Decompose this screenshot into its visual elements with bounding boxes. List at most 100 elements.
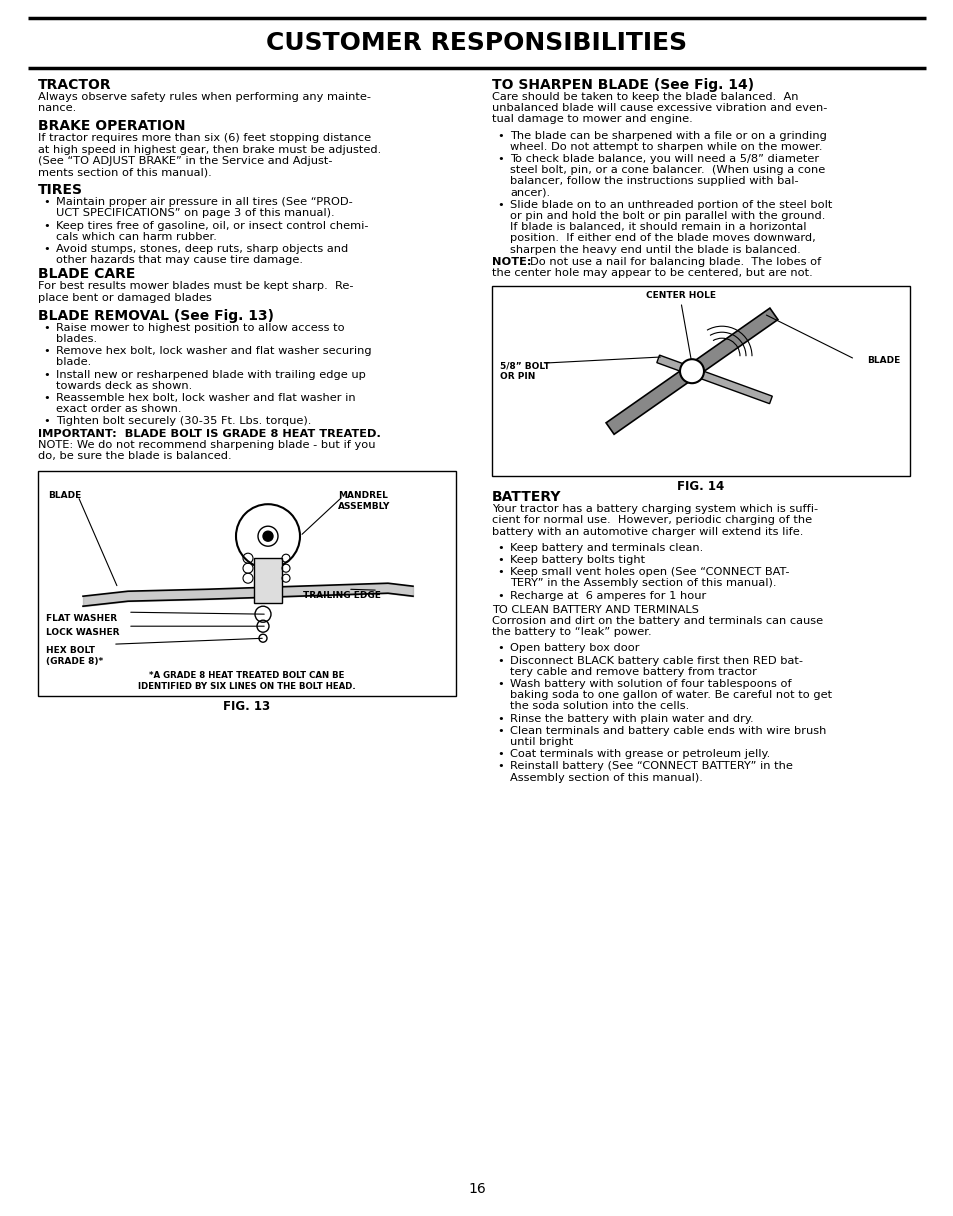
Text: For best results mower blades must be kept sharp.  Re-: For best results mower blades must be ke…: [38, 281, 354, 292]
Text: •: •: [43, 197, 50, 207]
Text: •: •: [43, 393, 50, 402]
Text: TRACTOR: TRACTOR: [38, 78, 112, 92]
Text: the soda solution into the cells.: the soda solution into the cells.: [510, 702, 688, 711]
Text: Disconnect BLACK battery cable first then RED bat-: Disconnect BLACK battery cable first the…: [510, 655, 802, 665]
Text: NOTE:: NOTE:: [492, 257, 531, 266]
Text: •: •: [43, 370, 50, 379]
Polygon shape: [605, 308, 777, 434]
Text: BRAKE OPERATION: BRAKE OPERATION: [38, 119, 185, 134]
Text: HEX BOLT
(GRADE 8)*: HEX BOLT (GRADE 8)*: [46, 646, 103, 665]
Text: Raise mower to highest position to allow access to: Raise mower to highest position to allow…: [56, 322, 344, 333]
Text: FIG. 13: FIG. 13: [223, 700, 271, 714]
Text: until bright: until bright: [510, 737, 573, 747]
Text: •: •: [497, 130, 503, 141]
Text: cient for normal use.  However, periodic charging of the: cient for normal use. However, periodic …: [492, 516, 811, 525]
Text: BLADE REMOVAL (See Fig. 13): BLADE REMOVAL (See Fig. 13): [38, 309, 274, 322]
Bar: [492, 286, 909, 477]
Text: Keep battery bolts tight: Keep battery bolts tight: [510, 554, 644, 565]
Circle shape: [263, 531, 273, 541]
Text: •: •: [43, 347, 50, 356]
Text: •: •: [497, 643, 503, 653]
Bar: [38, 472, 456, 697]
Text: Recharge at  6 amperes for 1 hour: Recharge at 6 amperes for 1 hour: [510, 591, 705, 601]
Text: CENTER HOLE: CENTER HOLE: [645, 291, 716, 300]
Text: Open battery box door: Open battery box door: [510, 643, 639, 653]
Text: Do not use a nail for balancing blade.  The lobes of: Do not use a nail for balancing blade. T…: [530, 257, 821, 266]
Text: •: •: [497, 679, 503, 689]
Text: 16: 16: [468, 1182, 485, 1197]
Text: Keep small vent holes open (See “CONNECT BAT-: Keep small vent holes open (See “CONNECT…: [510, 567, 789, 578]
Text: TO SHARPEN BLADE (See Fig. 14): TO SHARPEN BLADE (See Fig. 14): [492, 78, 753, 92]
Text: •: •: [497, 199, 503, 210]
Text: battery with an automotive charger will extend its life.: battery with an automotive charger will …: [492, 527, 802, 536]
Text: BLADE: BLADE: [48, 491, 81, 500]
Text: position.  If either end of the blade moves downward,: position. If either end of the blade mov…: [510, 233, 815, 243]
Text: •: •: [43, 322, 50, 333]
Text: TIRES: TIRES: [38, 184, 83, 197]
Text: •: •: [497, 567, 503, 578]
Text: Remove hex bolt, lock washer and flat washer securing: Remove hex bolt, lock washer and flat wa…: [56, 347, 372, 356]
Text: *A GRADE 8 HEAT TREATED BOLT CAN BE
IDENTIFIED BY SIX LINES ON THE BOLT HEAD.: *A GRADE 8 HEAT TREATED BOLT CAN BE IDEN…: [138, 671, 355, 691]
Circle shape: [679, 359, 703, 383]
Text: •: •: [43, 416, 50, 427]
Text: Rinse the battery with plain water and dry.: Rinse the battery with plain water and d…: [510, 714, 753, 724]
Text: If blade is balanced, it should remain in a horizontal: If blade is balanced, it should remain i…: [510, 223, 805, 232]
Text: Always observe safety rules when performing any mainte-: Always observe safety rules when perform…: [38, 92, 371, 102]
Text: tery cable and remove battery from tractor: tery cable and remove battery from tract…: [510, 666, 756, 677]
Text: •: •: [497, 655, 503, 665]
Text: •: •: [497, 154, 503, 164]
Text: TO CLEAN BATTERY AND TERMINALS: TO CLEAN BATTERY AND TERMINALS: [492, 604, 699, 615]
Text: Clean terminals and battery cable ends with wire brush: Clean terminals and battery cable ends w…: [510, 726, 825, 736]
Text: BLADE: BLADE: [866, 356, 899, 365]
Polygon shape: [656, 355, 772, 404]
Text: wheel. Do not attempt to sharpen while on the mower.: wheel. Do not attempt to sharpen while o…: [510, 142, 821, 152]
Text: at high speed in highest gear, then brake must be adjusted.: at high speed in highest gear, then brak…: [38, 145, 381, 154]
Text: or pin and hold the bolt or pin parallel with the ground.: or pin and hold the bolt or pin parallel…: [510, 212, 824, 221]
Text: Assembly section of this manual).: Assembly section of this manual).: [510, 772, 702, 783]
Text: BLADE CARE: BLADE CARE: [38, 268, 135, 281]
Text: place bent or damaged blades: place bent or damaged blades: [38, 293, 212, 303]
Text: Your tractor has a battery charging system which is suffi-: Your tractor has a battery charging syst…: [492, 505, 818, 514]
Text: •: •: [497, 761, 503, 771]
Text: the center hole may appear to be centered, but are not.: the center hole may appear to be centere…: [492, 268, 812, 278]
Text: Reassemble hex bolt, lock washer and flat washer in: Reassemble hex bolt, lock washer and fla…: [56, 393, 355, 402]
Text: NOTE: We do not recommend sharpening blade - but if you: NOTE: We do not recommend sharpening bla…: [38, 440, 375, 450]
Text: towards deck as shown.: towards deck as shown.: [56, 381, 193, 390]
Text: exact order as shown.: exact order as shown.: [56, 404, 181, 415]
Text: BATTERY: BATTERY: [492, 490, 561, 505]
Text: TRAILING EDGE: TRAILING EDGE: [303, 591, 380, 601]
Text: LOCK WASHER: LOCK WASHER: [46, 629, 119, 637]
Bar: [253, 558, 282, 603]
Text: sharpen the heavy end until the blade is balanced.: sharpen the heavy end until the blade is…: [510, 244, 800, 254]
Text: Tighten bolt securely (30-35 Ft. Lbs. torque).: Tighten bolt securely (30-35 Ft. Lbs. to…: [56, 416, 311, 427]
Text: ments section of this manual).: ments section of this manual).: [38, 167, 212, 178]
Text: Care should be taken to keep the blade balanced.  An: Care should be taken to keep the blade b…: [492, 92, 798, 102]
Text: To check blade balance, you will need a 5/8” diameter: To check blade balance, you will need a …: [510, 154, 819, 164]
Text: •: •: [497, 542, 503, 553]
Text: The blade can be sharpened with a file or on a grinding: The blade can be sharpened with a file o…: [510, 130, 826, 141]
Text: nance.: nance.: [38, 103, 76, 113]
Text: FIG. 14: FIG. 14: [677, 480, 724, 494]
Text: unbalanced blade will cause excessive vibration and even-: unbalanced blade will cause excessive vi…: [492, 103, 826, 113]
Text: Slide blade on to an unthreaded portion of the steel bolt: Slide blade on to an unthreaded portion …: [510, 199, 832, 210]
Text: •: •: [43, 244, 50, 254]
Text: If tractor requires more than six (6) feet stopping distance: If tractor requires more than six (6) fe…: [38, 134, 371, 143]
Text: •: •: [497, 749, 503, 759]
Text: (See “TO ADJUST BRAKE” in the Service and Adjust-: (See “TO ADJUST BRAKE” in the Service an…: [38, 156, 333, 165]
Text: Maintain proper air pressure in all tires (See “PROD-: Maintain proper air pressure in all tire…: [56, 197, 353, 207]
Text: tual damage to mower and engine.: tual damage to mower and engine.: [492, 114, 692, 124]
Text: Wash battery with solution of four tablespoons of: Wash battery with solution of four table…: [510, 679, 791, 689]
Text: FLAT WASHER: FLAT WASHER: [46, 614, 117, 624]
Text: CUSTOMER RESPONSIBILITIES: CUSTOMER RESPONSIBILITIES: [266, 30, 687, 55]
Text: Reinstall battery (See “CONNECT BATTERY” in the: Reinstall battery (See “CONNECT BATTERY”…: [510, 761, 792, 771]
Text: Keep battery and terminals clean.: Keep battery and terminals clean.: [510, 542, 702, 553]
Text: •: •: [497, 726, 503, 736]
Text: baking soda to one gallon of water. Be careful not to get: baking soda to one gallon of water. Be c…: [510, 691, 831, 700]
Text: Coat terminals with grease or petroleum jelly.: Coat terminals with grease or petroleum …: [510, 749, 769, 759]
Text: blade.: blade.: [56, 358, 91, 367]
Text: 5/8” BOLT
OR PIN: 5/8” BOLT OR PIN: [499, 361, 549, 381]
Text: blades.: blades.: [56, 334, 97, 344]
Text: balancer, follow the instructions supplied with bal-: balancer, follow the instructions suppli…: [510, 176, 798, 186]
Text: Corrosion and dirt on the battery and terminals can cause: Corrosion and dirt on the battery and te…: [492, 617, 822, 626]
Text: •: •: [43, 220, 50, 231]
